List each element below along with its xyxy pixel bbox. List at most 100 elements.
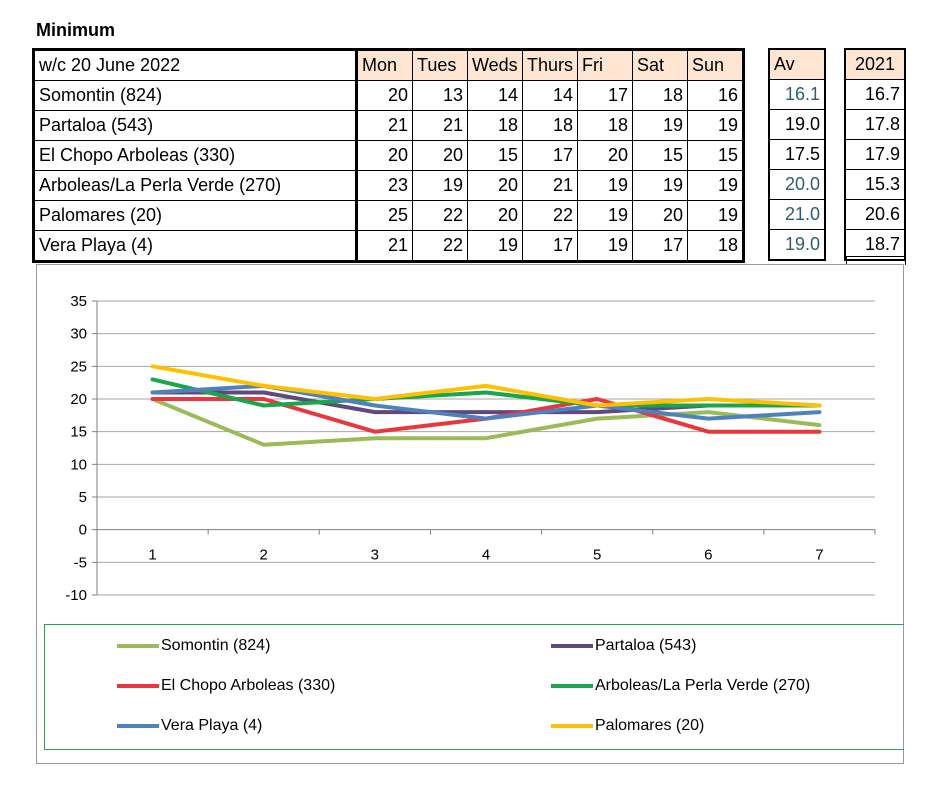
table-cell: 17 xyxy=(521,230,579,262)
x-tick-label: 6 xyxy=(704,547,712,564)
day-header: Tues xyxy=(412,49,468,81)
table-cell: 19 xyxy=(687,110,745,141)
table-cell: 18 xyxy=(521,110,579,141)
location-name: El Chopo Arboleas (330) xyxy=(33,140,358,171)
series-line xyxy=(150,397,822,447)
table-cell: 18 xyxy=(467,110,523,141)
year-2021-cell: 15.3 xyxy=(844,169,906,200)
legend-swatch xyxy=(551,644,593,648)
y-tick-label: 15 xyxy=(70,424,87,441)
page-title: Minimum xyxy=(36,20,115,40)
year-2021-cell: 20.6 xyxy=(844,199,906,230)
table-cell: 19 xyxy=(467,230,523,262)
table-cell: 20 xyxy=(577,140,634,171)
table-cell: 17 xyxy=(521,140,579,171)
table-cell: 14 xyxy=(521,80,579,111)
table-cell: 19 xyxy=(687,170,745,201)
table-cell: 15 xyxy=(632,140,689,171)
day-header: Sat xyxy=(632,49,689,81)
line-chart: -10 -5 0 5 10 15 20 25 30 35 1 2 3 4 5 6 7 xyxy=(65,293,876,604)
legend-swatch xyxy=(117,684,159,688)
day-header: Mon xyxy=(356,49,413,81)
table-cell: 21 xyxy=(521,170,579,201)
table-cell: 20 xyxy=(356,80,413,111)
week-label: w/c 20 June 2022 xyxy=(33,49,358,81)
year-2021-header: 2021 xyxy=(844,48,906,80)
temperature-table: w/c 20 June 2022 Mon Tues Weds Thurs Fri… xyxy=(32,48,746,263)
table-cell: 22 xyxy=(521,200,579,231)
legend-entry: El Chopo Arboleas (330) xyxy=(117,677,335,695)
y-tick-label: -5 xyxy=(74,554,87,571)
y-tick-label: 30 xyxy=(70,326,87,343)
av-cell: 16.1 xyxy=(768,79,826,110)
legend-swatch xyxy=(551,724,593,728)
table-cell: 21 xyxy=(412,110,468,141)
table-row: Palomares (20) 25 22 20 22 19 20 19 xyxy=(33,200,745,231)
table-cell: 19 xyxy=(577,230,634,262)
legend-entry: Arboleas/La Perla Verde (270) xyxy=(551,677,810,695)
table-cell: 14 xyxy=(467,80,523,111)
table-cell: 23 xyxy=(356,170,413,201)
y-tick-label: -10 xyxy=(65,587,87,604)
legend-label: Partaloa (543) xyxy=(595,637,697,654)
chart-area: -10 -5 0 5 10 15 20 25 30 35 1 2 3 4 5 6 7 xyxy=(36,264,904,764)
table-cell: 15 xyxy=(467,140,523,171)
legend-label: Arboleas/La Perla Verde (270) xyxy=(595,677,811,694)
legend-swatch xyxy=(117,724,159,728)
day-header: Sun xyxy=(687,49,745,81)
table-cell: 17 xyxy=(632,230,689,262)
chart-legend: Somontin (824) Partaloa (543) El Chopo Arb… xyxy=(44,624,904,750)
table-cell: 20 xyxy=(356,140,413,171)
y-tick-label: 5 xyxy=(79,489,87,506)
x-tick-label: 2 xyxy=(260,547,268,564)
table-cell: 19 xyxy=(577,170,634,201)
year-2021-table: 2021 16.7 17.8 17.9 15.3 20.6 18.7 xyxy=(844,48,906,261)
x-tick-label: 5 xyxy=(593,547,601,564)
year-2021-cell: 18.7 xyxy=(844,229,906,261)
av-cell: 21.0 xyxy=(768,199,826,230)
legend-entry: Somontin (824) xyxy=(117,637,270,655)
table-cell: 20 xyxy=(467,170,523,201)
table-cell: 18 xyxy=(577,110,634,141)
location-name: Arboleas/La Perla Verde (270) xyxy=(33,170,358,201)
table-row: Vera Playa (4) 21 22 19 17 19 17 18 xyxy=(33,230,745,262)
average-table: Av 16.1 19.0 17.5 20.0 21.0 19.0 xyxy=(768,48,826,261)
table-stub xyxy=(846,256,906,265)
av-header: Av xyxy=(768,48,826,80)
legend-label: Vera Playa (4) xyxy=(161,717,263,734)
series-line xyxy=(150,377,822,408)
table-cell: 20 xyxy=(412,140,468,171)
table-row: Arboleas/La Perla Verde (270) 23 19 20 2… xyxy=(33,170,745,201)
legend-label: Somontin (824) xyxy=(161,637,271,654)
table-cell: 16 xyxy=(687,80,745,111)
y-tick-label: 25 xyxy=(70,358,87,375)
table-cell: 20 xyxy=(467,200,523,231)
table-cell: 25 xyxy=(356,200,413,231)
day-header: Thurs xyxy=(521,49,579,81)
table-row: Partaloa (543) 21 21 18 18 18 19 19 xyxy=(33,110,745,141)
y-tick-label: 10 xyxy=(70,456,87,473)
legend-label: Palomares (20) xyxy=(595,717,705,734)
table-cell: 22 xyxy=(412,230,468,262)
legend-entry: Partaloa (543) xyxy=(551,637,696,655)
table-cell: 19 xyxy=(577,200,634,231)
table-cell: 18 xyxy=(687,230,745,262)
table-cell: 15 xyxy=(687,140,745,171)
table-cell: 21 xyxy=(356,110,413,141)
table-cell: 18 xyxy=(632,80,689,111)
table-cell: 19 xyxy=(632,110,689,141)
location-name: Somontin (824) xyxy=(33,80,358,111)
legend-entry: Palomares (20) xyxy=(551,717,704,735)
legend-swatch xyxy=(117,644,159,648)
day-header: Fri xyxy=(577,49,634,81)
legend-swatch xyxy=(551,684,593,688)
table-cell: 21 xyxy=(356,230,413,262)
av-cell: 19.0 xyxy=(768,109,826,140)
location-name: Palomares (20) xyxy=(33,200,358,231)
table-cell: 19 xyxy=(412,170,468,201)
table-row: Somontin (824) 20 13 14 14 17 18 16 xyxy=(33,80,745,111)
table-cell: 19 xyxy=(632,170,689,201)
table-cell: 19 xyxy=(687,200,745,231)
table-cell: 13 xyxy=(412,80,468,111)
x-tick-label: 1 xyxy=(148,547,156,564)
